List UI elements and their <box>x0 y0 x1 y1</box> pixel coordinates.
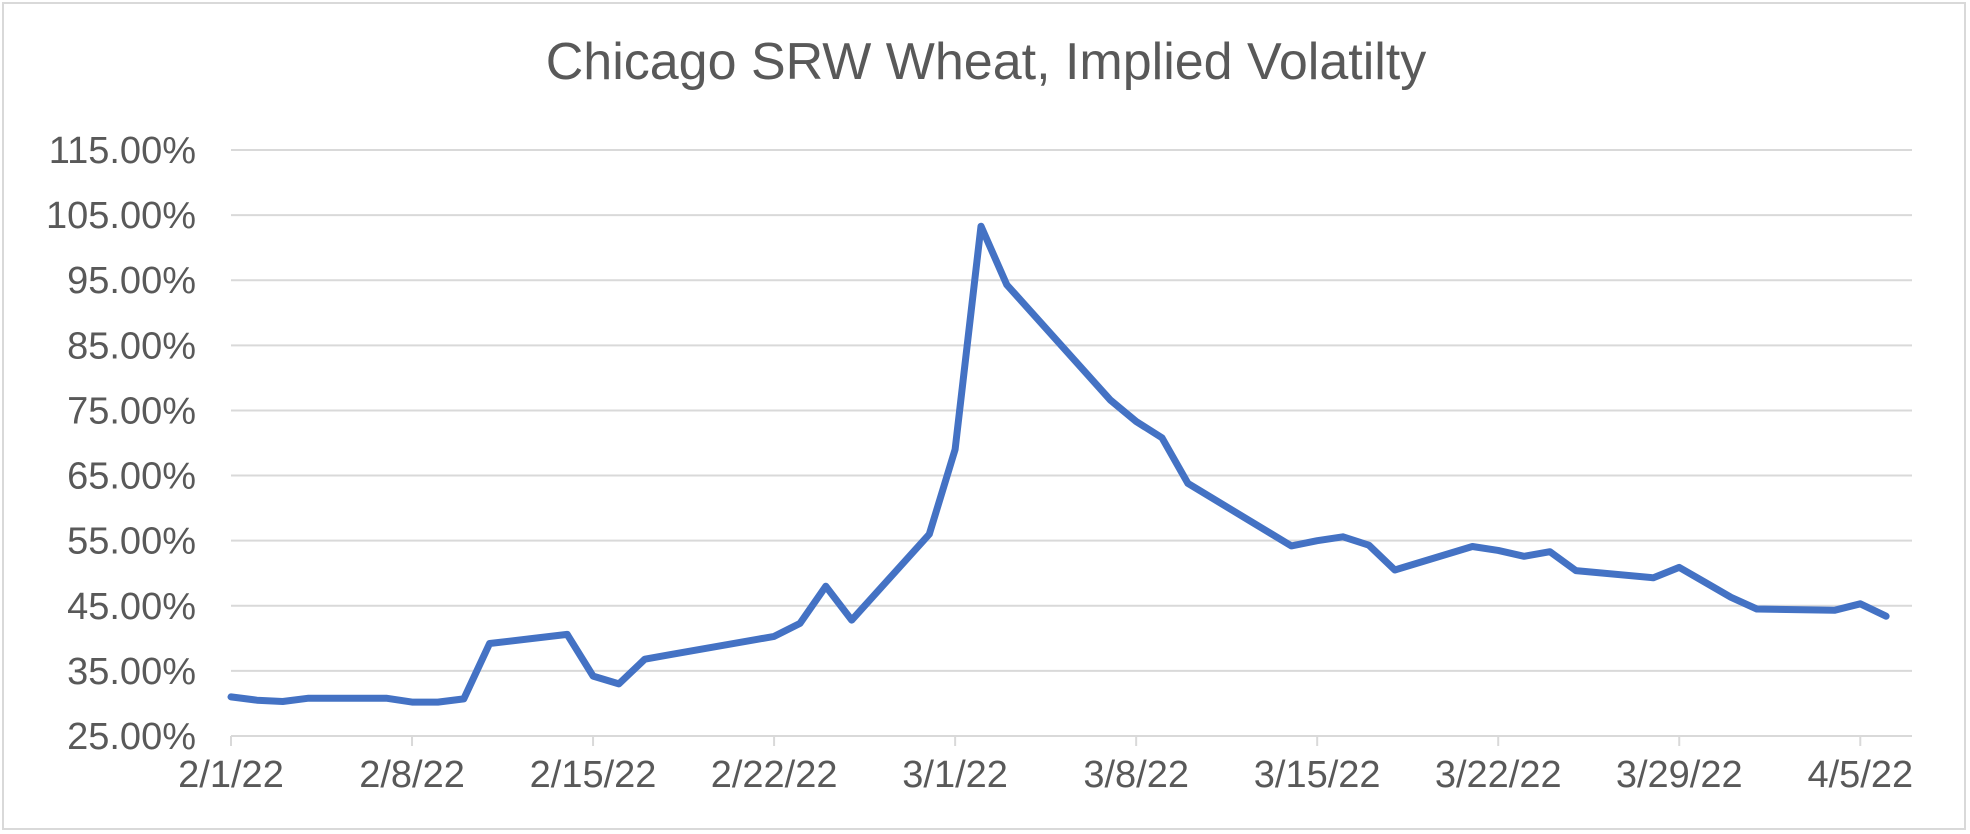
x-tick-label: 2/1/22 <box>178 754 284 796</box>
y-tick-label: 75.00% <box>67 390 196 432</box>
y-tick-label: 65.00% <box>67 456 196 498</box>
x-tick-label: 4/5/22 <box>1807 754 1913 796</box>
x-tick-label: 3/8/22 <box>1083 754 1189 796</box>
y-tick-label: 25.00% <box>67 716 196 758</box>
y-tick-labels: 25.00% 35.00% 45.00% 55.00% 65.00% 75.00% 85.0… <box>46 130 196 758</box>
x-axis <box>230 736 1862 746</box>
x-tick-label: 3/15/22 <box>1254 754 1381 796</box>
x-tick-labels: 2/1/22 2/8/22 2/15/22 2/22/22 3/1/22 3/8/22 3/… <box>178 754 1913 796</box>
y-tick-label: 115.00% <box>49 130 196 172</box>
y-tick-label: 85.00% <box>67 325 196 367</box>
series-layer <box>227 222 1890 706</box>
x-tick-label: 3/29/22 <box>1616 754 1743 796</box>
y-tick-label: 95.00% <box>67 260 196 302</box>
y-tick-label: 45.00% <box>67 586 196 628</box>
series-line <box>227 222 1890 706</box>
x-tick-label: 3/1/22 <box>902 754 1008 796</box>
chart-title: Chicago SRW Wheat, Implied Volatilty <box>545 33 1427 91</box>
x-tick-label: 2/22/22 <box>711 754 838 796</box>
y-tick-label: 55.00% <box>67 521 196 563</box>
x-tick-label: 3/22/22 <box>1435 754 1562 796</box>
x-tick-label: 2/15/22 <box>530 754 657 796</box>
x-tick-label: 2/8/22 <box>359 754 465 796</box>
y-tick-label: 35.00% <box>67 651 196 693</box>
y-tick-label: 105.00% <box>46 195 196 237</box>
gridlines <box>231 149 1912 737</box>
